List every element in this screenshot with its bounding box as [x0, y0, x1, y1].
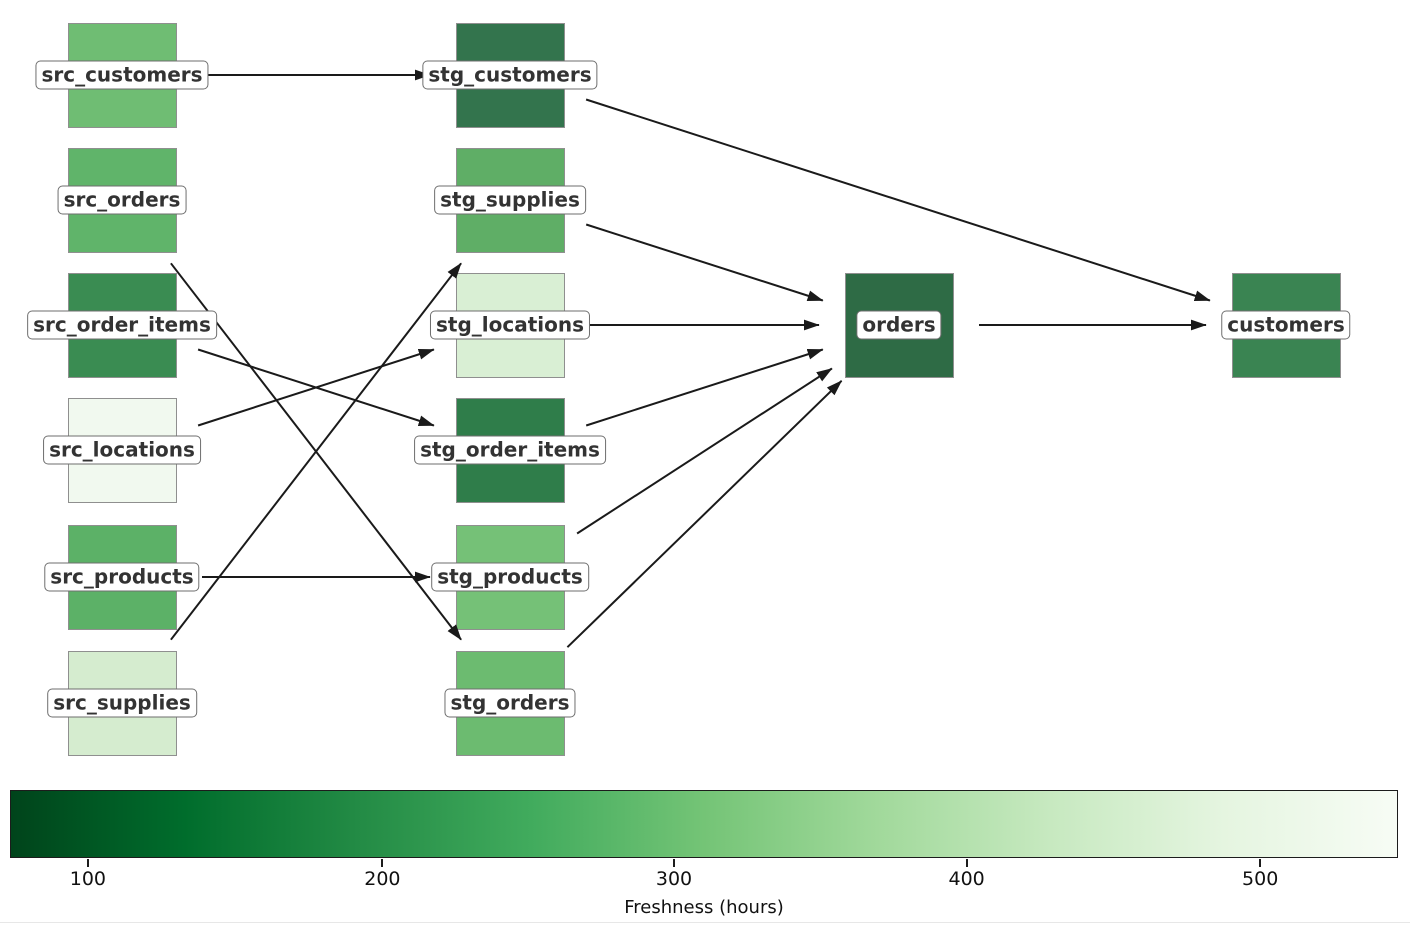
colorbar-tick-500 — [1259, 859, 1262, 867]
edge-src_locations-to-stg_locations — [197, 348, 435, 427]
colorbar-tick-label-500: 500 — [1242, 868, 1279, 890]
node-label-stg_orders: stg_orders — [444, 688, 576, 718]
edge-stg_order_items-to-orders — [585, 348, 824, 427]
freshness-colorbar — [10, 790, 1398, 858]
node-label-stg_products: stg_products — [431, 562, 589, 592]
edge-stg_customers-to-customers — [585, 98, 1211, 302]
colorbar-tick-400 — [965, 859, 968, 867]
edges-group — [170, 69, 1211, 648]
edge-stg_supplies-to-orders — [585, 223, 824, 302]
colorbar-tick-label-300: 300 — [655, 868, 693, 890]
colorbar-tick-200 — [381, 859, 384, 867]
colorbar-tick-label-400: 400 — [948, 868, 985, 890]
colorbar-tick-100 — [86, 859, 89, 867]
node-label-customers: customers — [1221, 310, 1351, 340]
node-label-src_supplies: src_supplies — [47, 688, 197, 718]
node-label-stg_order_items: stg_order_items — [414, 435, 606, 465]
node-label-src_locations: src_locations — [43, 435, 201, 465]
node-label-src_orders: src_orders — [57, 185, 187, 215]
colorbar-tick-label-200: 200 — [364, 868, 401, 890]
colorbar-tick-300 — [673, 859, 676, 867]
edge-stg_orders-to-orders — [566, 380, 843, 648]
colorbar-axis-label: Freshness (hours) — [624, 897, 784, 918]
bottom-divider — [0, 922, 1410, 923]
node-label-stg_customers: stg_customers — [422, 60, 598, 90]
edge-src_order_items-to-stg_order_items — [197, 348, 435, 427]
node-label-orders: orders — [856, 310, 942, 340]
node-label-stg_locations: stg_locations — [429, 310, 591, 340]
node-label-src_products: src_products — [44, 562, 200, 592]
node-label-src_order_items: src_order_items — [27, 310, 217, 340]
node-label-src_customers: src_customers — [35, 60, 209, 90]
edge-stg_products-to-orders — [576, 367, 833, 535]
node-label-stg_supplies: stg_supplies — [434, 185, 586, 215]
colorbar-tick-label-100: 100 — [69, 868, 106, 890]
